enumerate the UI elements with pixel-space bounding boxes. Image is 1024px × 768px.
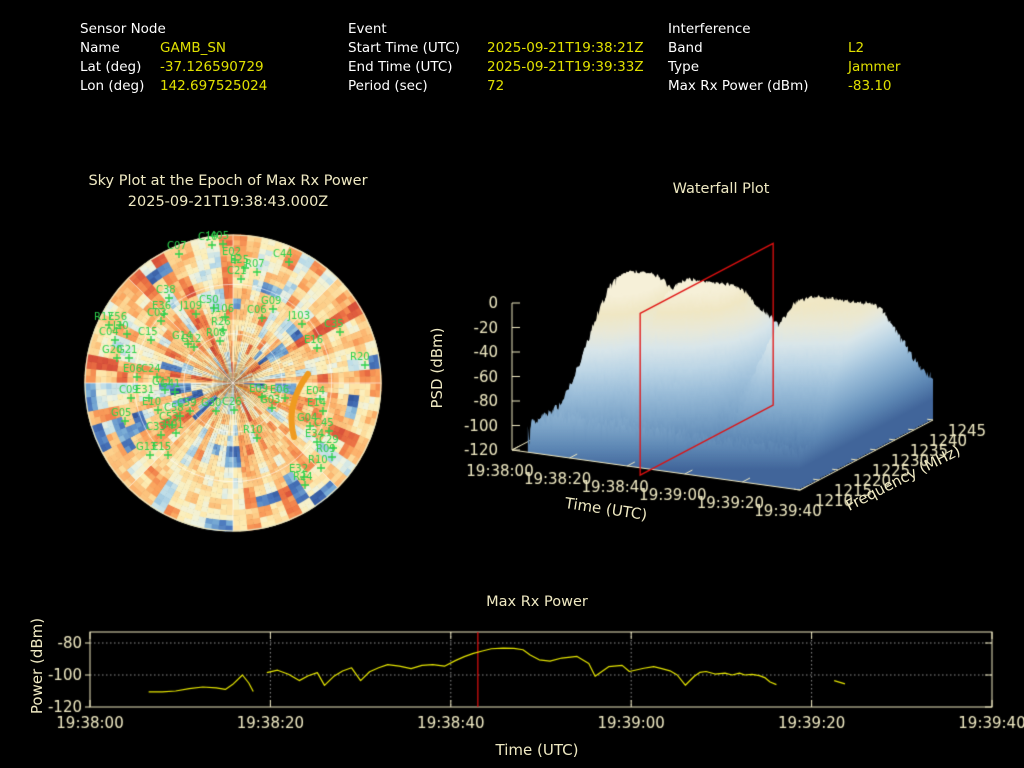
sky-plot-title-line2: 2025-09-21T19:38:43.000Z [127, 194, 329, 210]
sensor-lat-label: Lat (deg) [80, 59, 142, 75]
sensor-lon-label: Lon (deg) [80, 78, 145, 94]
event-start-value: 2025-09-21T19:38:21Z [487, 40, 644, 56]
interference-title: Interference [668, 21, 751, 37]
event-end-label: End Time (UTC) [348, 59, 453, 75]
sky-plot-title: Sky Plot at the Epoch of Max Rx Power 20… [60, 171, 396, 213]
sensor-name-label: Name [80, 40, 120, 56]
interference-power-label: Max Rx Power (dBm) [668, 78, 809, 94]
sensor-node-panel: Sensor Node Name GAMB_SN Lat (deg) -37.126… [80, 20, 267, 96]
sensor-node-title: Sensor Node [80, 21, 166, 37]
interference-type-value: Jammer [848, 59, 901, 75]
interference-band-label: Band [668, 40, 703, 56]
power-plot-canvas [20, 585, 1024, 768]
sensor-lat-value: -37.126590729 [160, 59, 264, 75]
event-title: Event [348, 21, 387, 37]
event-panel: Event Start Time (UTC) 2025-09-21T19:38:2… [348, 20, 644, 96]
interference-type-label: Type [668, 59, 700, 75]
event-end-value: 2025-09-21T19:39:33Z [487, 59, 644, 75]
sensor-name-value: GAMB_SN [160, 40, 227, 56]
interference-panel: Interference Band L2 Type Jammer Max Rx Po… [668, 20, 900, 96]
interference-power-value: -83.10 [848, 78, 892, 94]
waterfall-plot-canvas [415, 215, 1024, 545]
sky-plot-canvas [70, 222, 400, 547]
interference-band-value: L2 [848, 40, 865, 56]
sky-plot-title-line1: Sky Plot at the Epoch of Max Rx Power [88, 173, 368, 189]
sensor-lon-value: 142.697525024 [160, 78, 268, 94]
event-start-label: Start Time (UTC) [348, 40, 460, 56]
event-period-label: Period (sec) [348, 78, 428, 94]
waterfall-title: Waterfall Plot [672, 181, 770, 197]
event-period-value: 72 [487, 78, 505, 94]
